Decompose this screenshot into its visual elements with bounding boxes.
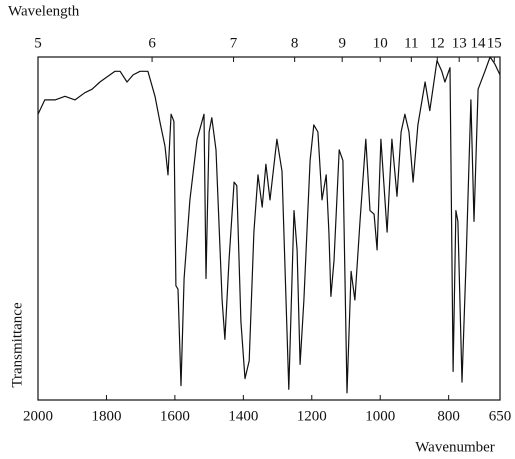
- x2-tick-label: 5: [34, 35, 42, 51]
- x2-tick-label: 11: [404, 35, 418, 51]
- x-tick-label: 800: [437, 408, 460, 424]
- x2-tick-label: 6: [148, 35, 156, 51]
- plot-frame: [37, 56, 501, 401]
- x2-tick-label: 7: [230, 35, 238, 51]
- x-tick-label: 1800: [91, 408, 121, 424]
- x-tick-label: 1600: [160, 408, 190, 424]
- x-tick-label: 650: [489, 408, 512, 424]
- x-tick-label: 1200: [297, 408, 327, 424]
- x2-tick-label: 15: [487, 35, 502, 51]
- spectrum-line: [37, 56, 501, 394]
- x2-tick-label: 10: [373, 35, 388, 51]
- x-tick-label: 1400: [228, 408, 258, 424]
- x2-tick-label: 13: [452, 35, 467, 51]
- x2-tick-label: 14: [471, 35, 487, 51]
- top-axis-title: Wavelength: [8, 3, 80, 19]
- x2-tick-label: 8: [291, 35, 299, 51]
- x-tick-label: 2000: [23, 408, 53, 424]
- x2-tick-label: 12: [430, 35, 445, 51]
- y-axis-title: Transmittance: [9, 302, 25, 388]
- x-tick-label: 1000: [365, 408, 395, 424]
- x2-tick-label: 9: [338, 35, 346, 51]
- x-axis-title: Wavenumber: [415, 439, 495, 455]
